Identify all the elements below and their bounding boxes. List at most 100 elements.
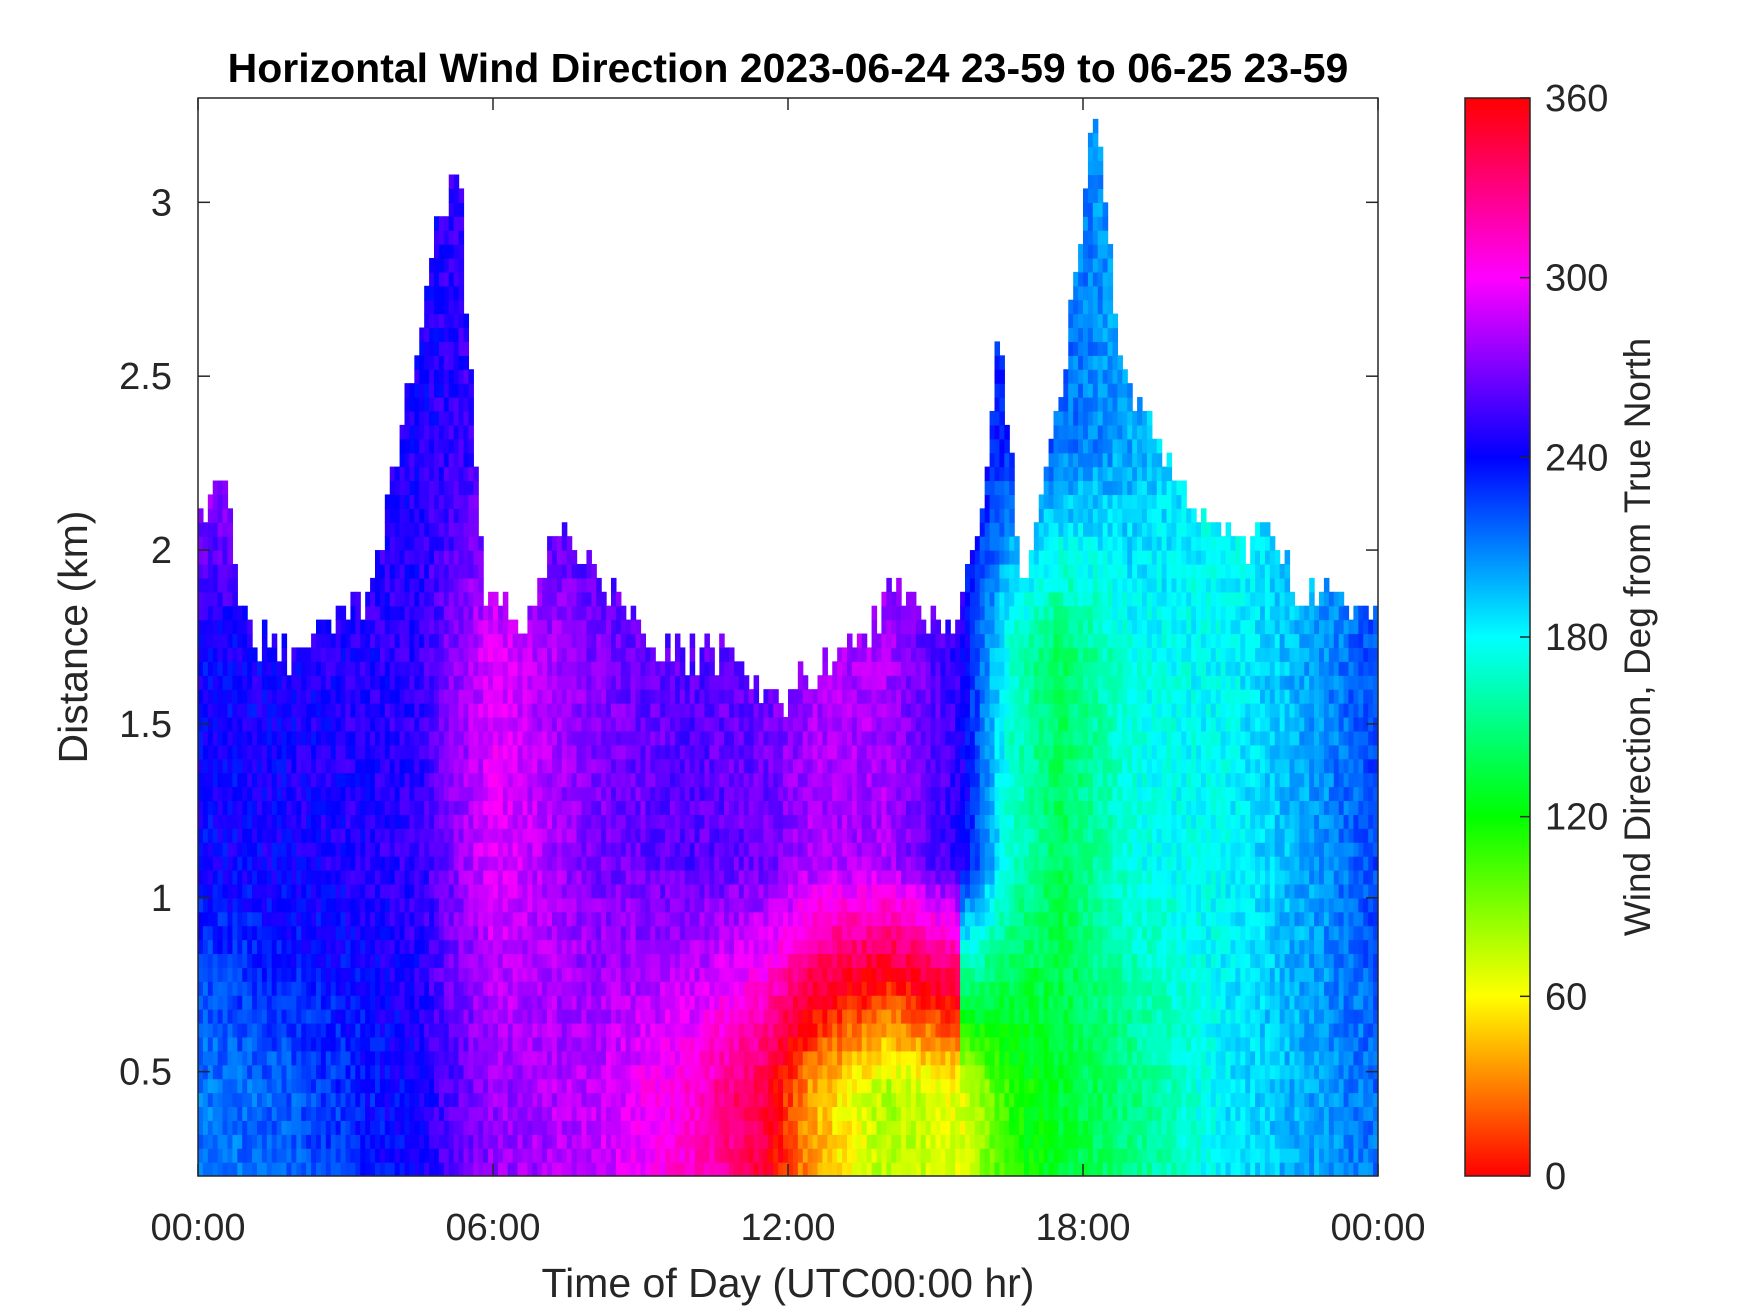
heatmap-cell [674,758,681,774]
heatmap-cell [365,842,371,857]
heatmap-cell [709,828,715,843]
heatmap-cell [517,1092,524,1108]
heatmap-cell [606,800,612,815]
heatmap-cell [552,1064,558,1080]
heatmap-cell [384,550,391,565]
heatmap-cell [581,981,588,996]
heatmap-cell [266,1036,273,1052]
heatmap-cell [473,619,479,635]
heatmap-cell [453,1064,460,1080]
heatmap-cell [438,814,445,829]
heatmap-cell [281,703,288,718]
heatmap-cell [601,730,607,746]
heatmap-cell [488,1009,494,1024]
heatmap-cell [596,981,602,996]
heatmap-cell [625,967,632,982]
heatmap-cell [552,995,558,1010]
heatmap-cell [542,814,548,829]
heatmap-cell [320,925,327,941]
heatmap-cell [281,883,288,899]
heatmap-cell [335,758,342,774]
heatmap-cell [497,1064,504,1080]
heatmap-cell [665,1050,671,1066]
heatmap-cell [252,800,258,815]
heatmap-cell [394,772,401,788]
heatmap-cell [453,550,460,565]
heatmap-cell [198,911,204,927]
heatmap-cell [493,591,499,607]
heatmap-cell [379,1064,386,1080]
heatmap-cell [311,758,317,774]
heatmap-cell [350,772,356,788]
heatmap-cell [217,716,224,732]
heatmap-cell [291,758,297,774]
heatmap-cell [404,716,411,732]
heatmap-cell [458,271,465,287]
heatmap-cell [242,716,248,732]
heatmap-cell [281,1009,288,1024]
heatmap-cell [591,1148,597,1163]
heatmap-cell [404,522,411,537]
heatmap-cell [266,800,273,815]
heatmap-cell [724,828,730,843]
heatmap-cell [650,1022,656,1038]
heatmap-cell [232,842,238,857]
heatmap-cell [237,869,243,885]
heatmap-cell [552,703,558,718]
heatmap-cell [497,1078,504,1094]
heatmap-cell [542,1064,548,1080]
heatmap-cell [429,299,435,315]
heatmap-cell [301,716,307,732]
heatmap-cell [311,1009,317,1024]
heatmap-cell [389,661,396,676]
heatmap-cell [198,953,204,968]
heatmap-cell [237,730,243,746]
heatmap-cell [202,939,209,955]
heatmap-cell [463,577,470,593]
heatmap-cell [276,869,283,885]
heatmap-cell [586,647,592,662]
heatmap-cell [389,995,396,1010]
heatmap-cell [301,1050,307,1066]
heatmap-cell [399,508,406,523]
heatmap-cell [645,1092,651,1108]
heatmap-cell [414,577,420,593]
heatmap-cell [738,842,745,857]
heatmap-cell [650,1064,656,1080]
heatmap-cell [389,1148,396,1163]
heatmap-cell [443,1162,450,1176]
heatmap-cell [581,897,588,913]
heatmap-cell [227,1092,234,1108]
heatmap-cell [335,995,342,1010]
heatmap-cell [202,1120,209,1135]
heatmap-cell [217,981,224,996]
heatmap-cell [384,925,391,941]
heatmap-cell [350,897,356,913]
heatmap-cell [370,814,376,829]
heatmap-cell [655,897,661,913]
heatmap-cell [325,1120,332,1135]
heatmap-cell [699,995,706,1010]
heatmap-cell [330,758,337,774]
heatmap-cell [355,800,361,815]
heatmap-cell [301,661,307,676]
heatmap-cell [434,466,440,482]
heatmap-cell [552,730,558,746]
heatmap-cell [261,1148,268,1163]
heatmap-cell [665,925,671,941]
heatmap-cell [266,856,273,871]
heatmap-cell [276,814,283,829]
heatmap-cell [370,856,376,871]
heatmap-cell [247,1078,253,1094]
heatmap-cell [276,772,283,788]
heatmap-cell [630,661,637,676]
heatmap-cell [571,981,578,996]
heatmap-cell [537,716,543,732]
heatmap-cell [419,1106,425,1121]
heatmap-cell [384,1050,391,1066]
heatmap-cell [699,1022,706,1038]
heatmap-cell [571,772,578,788]
heatmap-cell [502,828,509,843]
heatmap-cell [384,828,391,843]
heatmap-cell [596,1134,602,1149]
